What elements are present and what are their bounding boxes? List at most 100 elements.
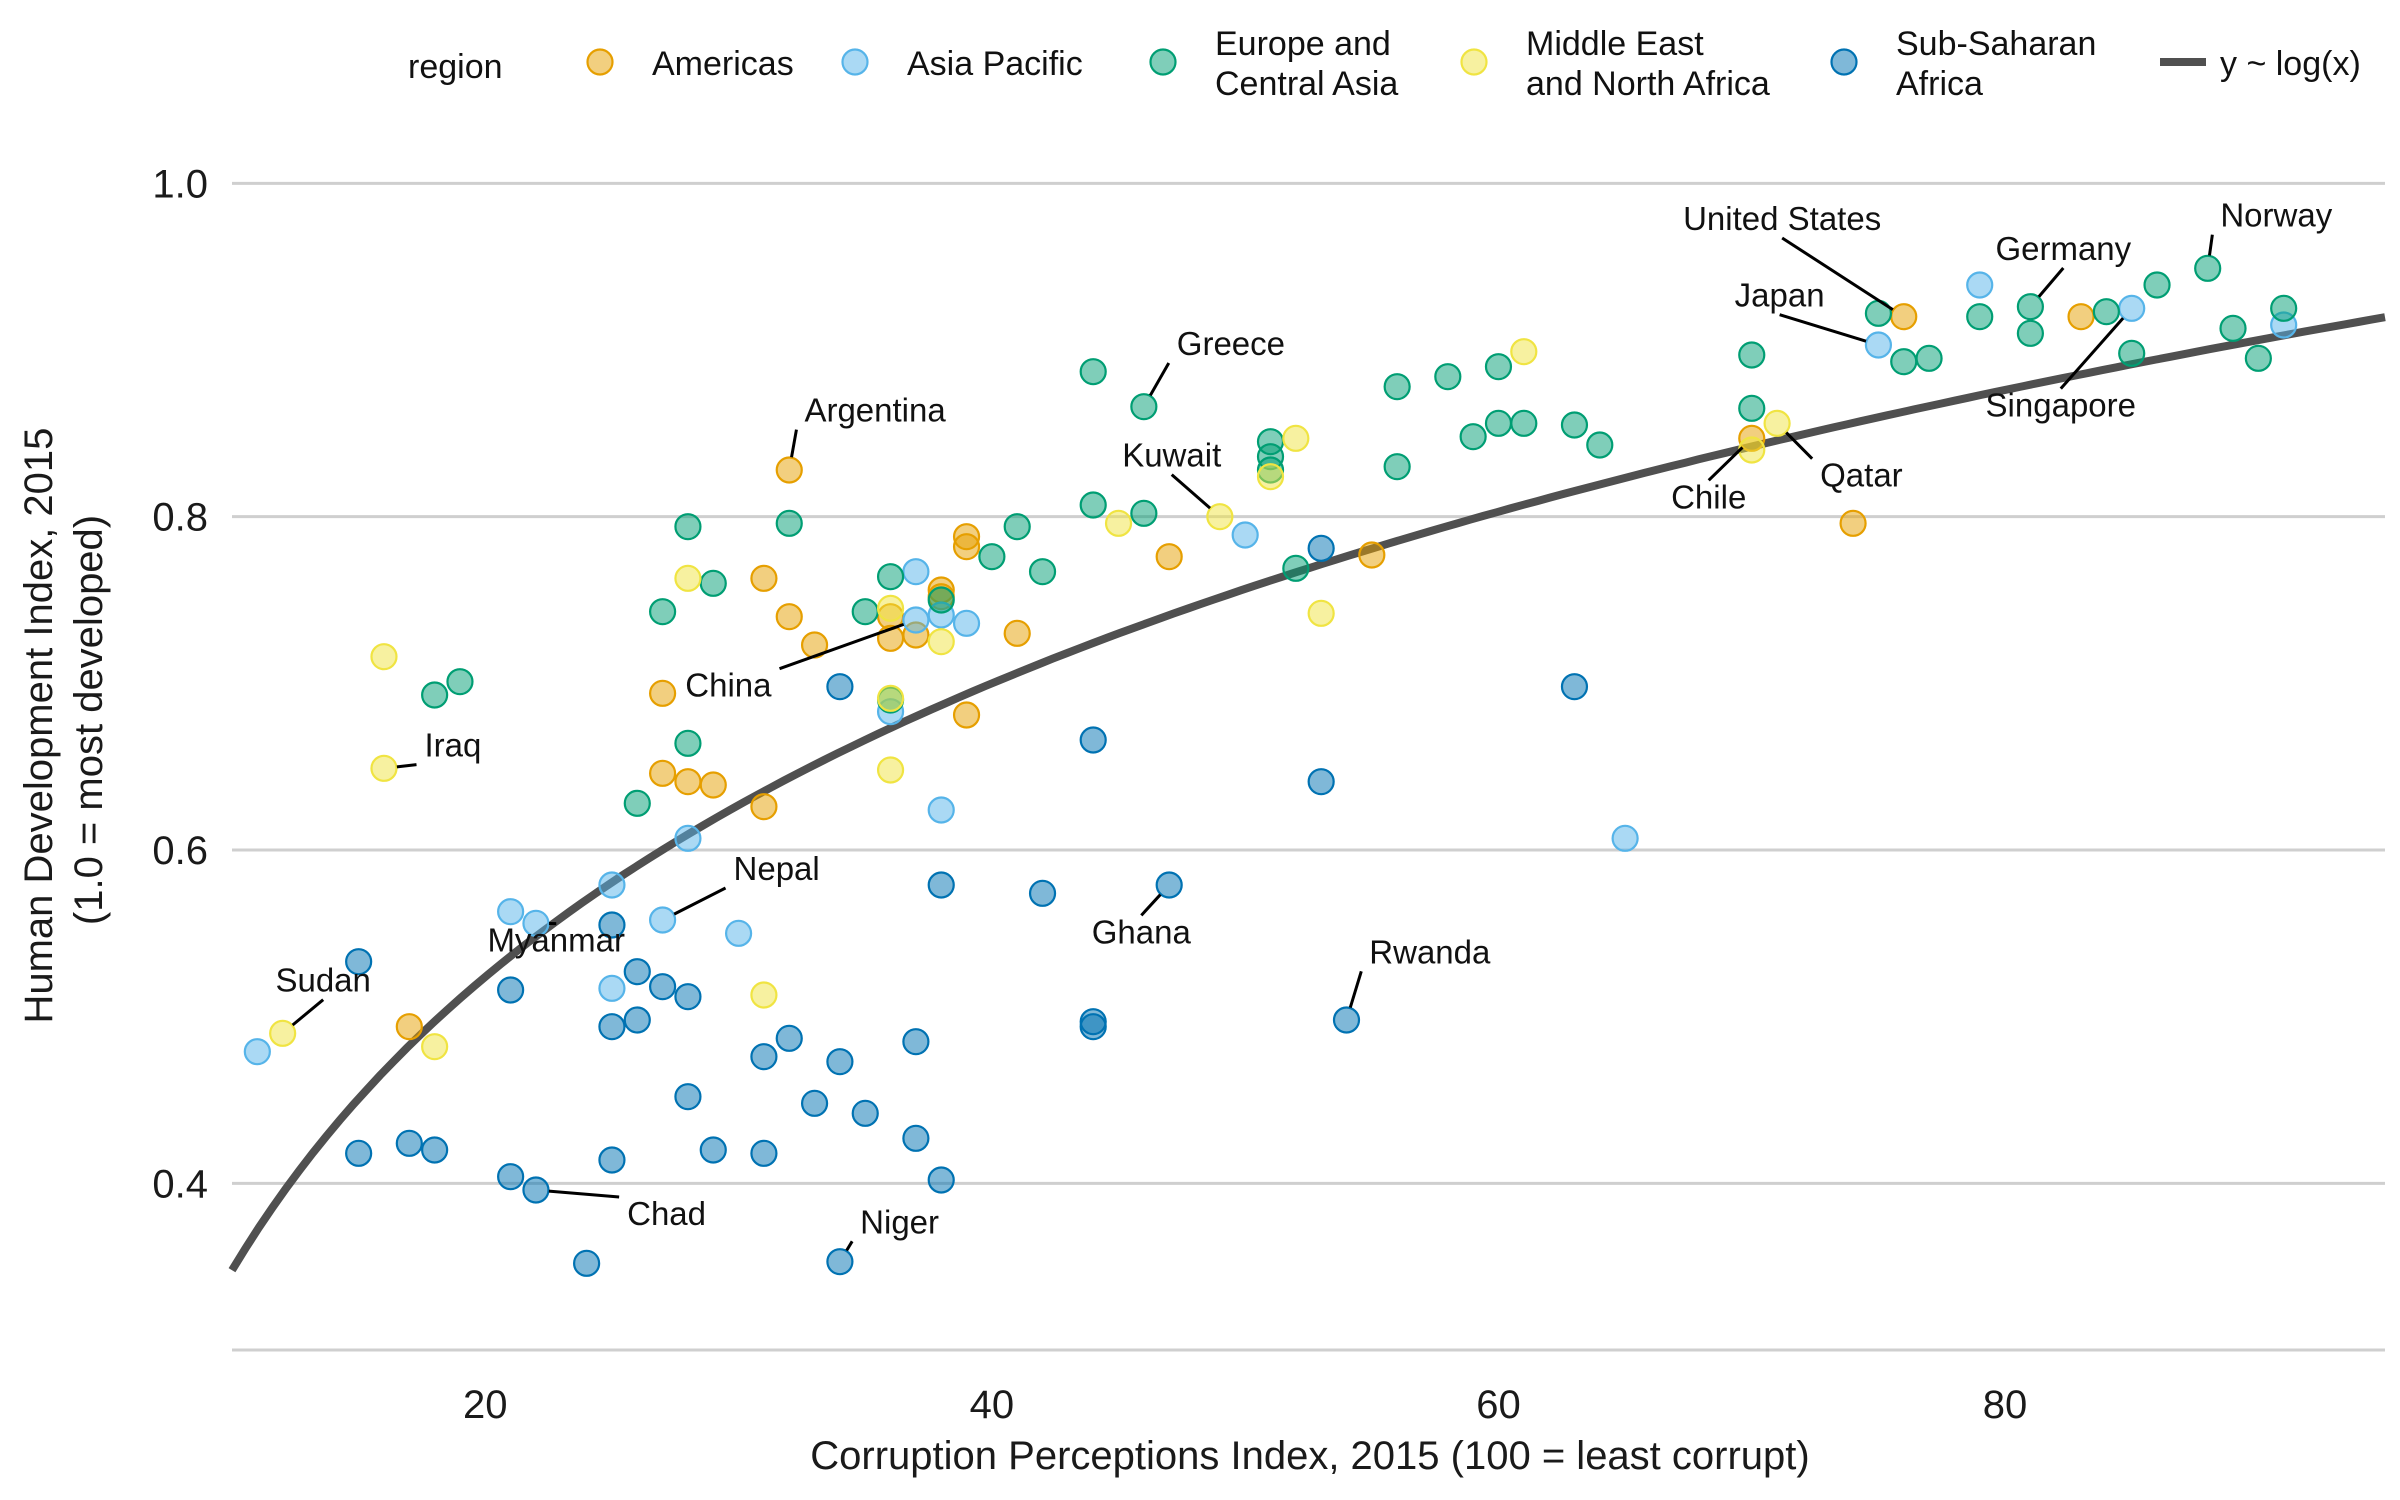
annotation-leader (1348, 970, 1363, 1008)
data-point (674, 1083, 702, 1111)
data-point (345, 948, 373, 976)
data-point (1307, 599, 1335, 627)
data-point (851, 1099, 879, 1127)
data-point (1104, 509, 1133, 537)
data-point (2194, 254, 2222, 282)
annotation-leader (1781, 236, 1894, 311)
data-point (1130, 499, 1158, 527)
data-point (1484, 353, 1513, 381)
data-point (573, 1249, 601, 1277)
annotation-leader (790, 429, 798, 458)
data-point (902, 1124, 930, 1152)
legend-label-line: Middle East (1526, 25, 1704, 63)
data-point (1332, 1006, 1361, 1034)
y-tick-label: 0.4 (152, 1162, 208, 1206)
data-point (2244, 344, 2272, 372)
data-point (522, 1176, 550, 1204)
data-point (1915, 344, 1943, 372)
data-point (1560, 411, 1589, 439)
data-point (750, 564, 778, 592)
data-point (421, 1033, 449, 1061)
legend-swatch (586, 48, 614, 76)
data-point (648, 973, 677, 1001)
data-point (1484, 409, 1513, 437)
gridlines (232, 181, 2385, 1352)
data-point (623, 1006, 651, 1034)
annotation-label: United States (1683, 200, 1881, 237)
annotation-leader (2207, 234, 2214, 256)
annotation-label: Chad (627, 1195, 706, 1232)
y-axis-title-line-1: Human Development Index, 2015 (17, 428, 61, 1024)
annotation-leader (291, 998, 325, 1027)
trend-line-layer (228, 313, 2386, 1273)
legend-label-line: Europe and (1215, 25, 1391, 63)
data-point (674, 564, 702, 592)
data-point (1079, 491, 1107, 519)
data-point (2118, 294, 2146, 322)
data-point (952, 701, 981, 729)
data-point (1155, 871, 1183, 899)
data-point (927, 1166, 955, 1194)
data-point (1079, 1013, 1107, 1041)
data-point (1738, 341, 1766, 369)
annotation-label: Ghana (1092, 913, 1192, 950)
annotation-label: Greece (1177, 325, 1285, 362)
data-point (674, 513, 702, 541)
data-point (978, 543, 1006, 571)
data-point (902, 606, 930, 634)
data-point (800, 1089, 829, 1117)
data-point (1079, 358, 1107, 386)
data-point (699, 771, 727, 799)
data-point (1003, 513, 1031, 541)
x-tick-label: 80 (1983, 1383, 2028, 1427)
annotation-label: Rwanda (1369, 933, 1491, 970)
data-point (370, 643, 398, 671)
data-point (598, 1146, 626, 1174)
data-point (1738, 436, 1766, 464)
data-point (674, 729, 702, 757)
data-point (1383, 373, 1411, 401)
data-point (775, 509, 803, 537)
data-point (1459, 423, 1487, 451)
data-point (674, 768, 702, 796)
legend-swatch (841, 48, 869, 76)
data-point (699, 1136, 727, 1164)
legend-label-line: Sub-Saharan (1896, 25, 2096, 63)
annotation-leader (1140, 893, 1162, 917)
y-axis-title-line-2: (1.0 = most developed) (67, 515, 111, 925)
annotation-label: Myanmar (487, 922, 625, 959)
data-point (1763, 409, 1791, 437)
legend-swatch (1830, 48, 1858, 76)
annotation-leader (1779, 313, 1867, 343)
data-point (902, 1028, 930, 1056)
data-point (1586, 431, 1614, 459)
data-point (497, 898, 525, 926)
annotation-leader (1149, 362, 1171, 397)
data-point (1079, 726, 1107, 754)
annotation-leader (845, 1240, 854, 1252)
data-point (876, 563, 905, 591)
data-point (446, 668, 474, 696)
data-point (876, 684, 905, 712)
data-point (902, 558, 930, 586)
annotation-leader (396, 763, 417, 769)
annotation-label: Chile (1671, 478, 1746, 515)
data-point (674, 824, 702, 852)
data-point (750, 1043, 778, 1071)
data-point (1231, 521, 1259, 549)
legend: region Americas Asia Pacific Europe and Cen… (408, 25, 2361, 103)
data-point (1434, 363, 1462, 391)
data-point (421, 681, 449, 709)
annotation-leader (1170, 473, 1212, 510)
y-tick-label: 1.0 (152, 162, 208, 206)
data-point (1256, 463, 1285, 491)
legend-label-line: Asia Pacific (907, 45, 1083, 83)
data-point (826, 1048, 854, 1076)
data-point (826, 673, 854, 701)
annotation-label: Argentina (804, 392, 946, 429)
legend-label: Asia Pacific (907, 45, 1083, 83)
legend-label-line: and North Africa (1526, 65, 1770, 103)
x-tick-label: 60 (1476, 1383, 1521, 1427)
data-point (699, 569, 727, 597)
